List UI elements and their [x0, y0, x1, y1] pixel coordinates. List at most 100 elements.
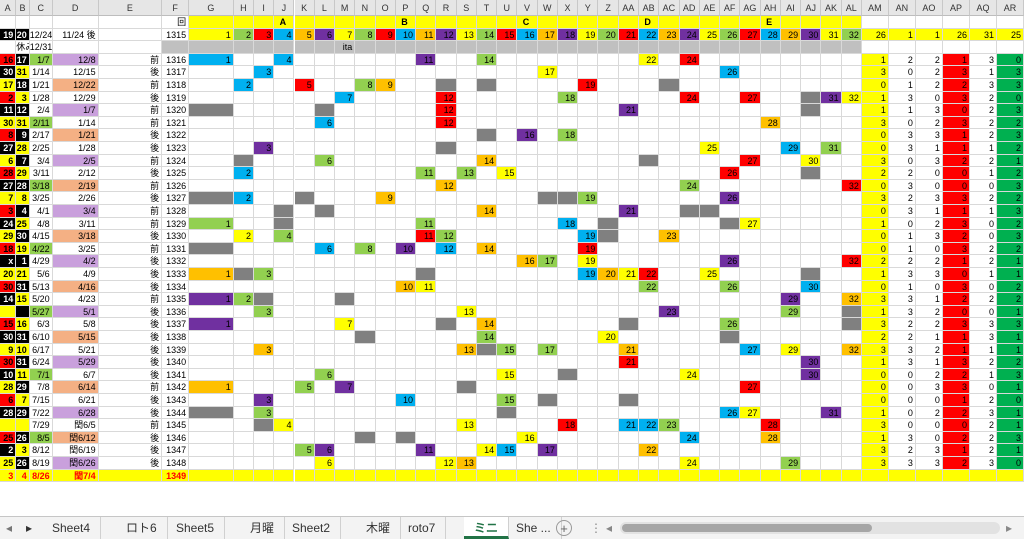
cell[interactable] — [274, 305, 295, 319]
cell[interactable] — [679, 167, 700, 180]
cell[interactable] — [679, 217, 700, 231]
cell[interactable] — [537, 431, 558, 445]
cell[interactable]: 3 — [253, 268, 275, 281]
cell[interactable] — [699, 444, 721, 457]
cell[interactable] — [598, 205, 619, 218]
cell[interactable] — [335, 116, 356, 130]
cell[interactable] — [189, 343, 234, 357]
cell[interactable] — [456, 242, 477, 256]
cell[interactable] — [942, 41, 970, 54]
cell[interactable] — [557, 167, 579, 180]
cell[interactable] — [760, 41, 781, 54]
cell[interactable]: 0 — [861, 79, 889, 92]
cell[interactable] — [699, 53, 721, 67]
cell[interactable] — [537, 318, 558, 331]
cell[interactable] — [699, 331, 721, 344]
cell[interactable]: 3 — [861, 293, 889, 306]
cell[interactable]: 1 — [969, 142, 997, 155]
cell[interactable] — [253, 431, 275, 445]
cell[interactable] — [436, 431, 457, 445]
cell[interactable]: 1 — [861, 217, 889, 231]
cell[interactable] — [517, 381, 538, 394]
cell[interactable] — [720, 431, 741, 445]
cell[interactable]: 2 — [233, 230, 254, 243]
cell[interactable]: 7 — [335, 318, 356, 331]
cell[interactable] — [253, 104, 275, 117]
cell[interactable] — [801, 457, 822, 470]
cell[interactable] — [189, 154, 234, 168]
cell[interactable] — [233, 16, 254, 29]
cell[interactable] — [740, 242, 761, 256]
cell[interactable] — [659, 41, 680, 54]
cell[interactable] — [189, 431, 234, 445]
cell[interactable]: 1 — [942, 343, 970, 357]
cell[interactable] — [578, 66, 599, 79]
cell[interactable]: 2/11 — [29, 116, 53, 130]
cell[interactable] — [436, 419, 457, 432]
b-cell[interactable]: 31 — [16, 356, 30, 369]
cell[interactable] — [375, 343, 396, 357]
cell[interactable] — [996, 16, 1024, 29]
cell[interactable] — [233, 394, 254, 407]
cell[interactable] — [294, 142, 315, 155]
cell[interactable]: 0 — [888, 154, 916, 168]
cell[interactable] — [476, 368, 498, 382]
cell[interactable]: 3 — [915, 104, 943, 117]
cell[interactable] — [821, 268, 842, 281]
cell[interactable] — [416, 331, 437, 344]
cell[interactable] — [375, 268, 396, 281]
cell[interactable] — [355, 368, 376, 382]
cell[interactable] — [395, 444, 417, 457]
cell[interactable]: 1 — [996, 406, 1024, 420]
cell[interactable] — [740, 280, 761, 294]
cell[interactable] — [740, 142, 761, 155]
cell[interactable]: 1 — [915, 28, 943, 42]
cell[interactable]: 3/25 — [29, 192, 53, 205]
cell[interactable]: 3 — [969, 79, 997, 92]
cell[interactable] — [395, 41, 417, 54]
cell[interactable] — [679, 356, 700, 369]
cell[interactable] — [821, 343, 842, 357]
cell[interactable]: 1326 — [162, 179, 190, 193]
cell[interactable] — [969, 41, 997, 54]
cell[interactable] — [618, 91, 639, 105]
cell[interactable] — [335, 217, 356, 231]
cell[interactable]: 13 — [456, 167, 477, 180]
cell[interactable] — [618, 331, 639, 344]
cell[interactable] — [598, 230, 619, 243]
cell[interactable] — [314, 343, 335, 357]
cell[interactable]: 3 — [888, 91, 916, 105]
cell[interactable]: 2 — [915, 66, 943, 79]
cell[interactable] — [375, 406, 396, 420]
cell[interactable] — [578, 368, 599, 382]
cell[interactable] — [598, 305, 619, 319]
cell[interactable] — [436, 331, 457, 344]
cell[interactable] — [740, 129, 761, 142]
cell[interactable] — [699, 293, 721, 306]
cell[interactable] — [274, 293, 295, 306]
cell[interactable] — [821, 41, 842, 54]
cell[interactable] — [294, 104, 315, 117]
cell[interactable]: 回 — [162, 16, 190, 29]
cell[interactable] — [821, 331, 842, 344]
cell[interactable]: 23 — [659, 419, 680, 432]
b-cell[interactable]: 12 — [16, 104, 30, 117]
cell[interactable] — [456, 280, 477, 294]
cell[interactable] — [760, 142, 781, 155]
cell[interactable] — [274, 66, 295, 79]
cell[interactable] — [679, 129, 700, 142]
cell[interactable]: 15 — [497, 343, 518, 357]
cell[interactable]: 前 — [98, 179, 163, 193]
cell[interactable] — [638, 91, 660, 105]
cell[interactable] — [821, 217, 842, 231]
sheet-tab[interactable]: ミニ — [464, 517, 510, 539]
cell[interactable]: 1 — [888, 242, 916, 256]
cell[interactable] — [969, 469, 997, 483]
cell[interactable] — [335, 129, 356, 142]
cell[interactable] — [679, 116, 700, 130]
cell[interactable]: 20 — [598, 268, 619, 281]
cell[interactable] — [699, 368, 721, 382]
cell[interactable] — [557, 230, 579, 243]
cell[interactable] — [335, 394, 356, 407]
cell[interactable] — [679, 142, 700, 155]
